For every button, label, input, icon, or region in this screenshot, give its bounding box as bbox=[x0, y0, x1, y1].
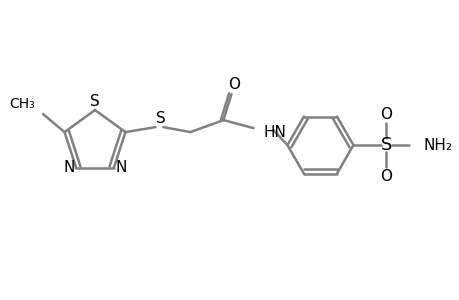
Text: HN: HN bbox=[263, 124, 285, 140]
Text: N: N bbox=[115, 160, 126, 175]
Text: S: S bbox=[155, 111, 165, 126]
Text: CH₃: CH₃ bbox=[9, 97, 35, 111]
Text: O: O bbox=[380, 106, 392, 122]
Text: N: N bbox=[63, 160, 75, 175]
Text: NH₂: NH₂ bbox=[423, 138, 452, 153]
Text: O: O bbox=[228, 76, 240, 92]
Text: O: O bbox=[380, 169, 392, 184]
Text: S: S bbox=[90, 94, 100, 109]
Text: S: S bbox=[380, 136, 391, 154]
